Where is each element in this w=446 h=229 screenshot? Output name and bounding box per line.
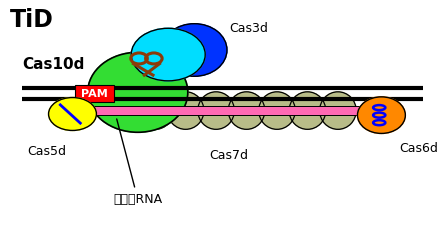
Ellipse shape <box>358 97 405 134</box>
Text: Cas7d: Cas7d <box>210 149 248 162</box>
Text: ガイドRNA: ガイドRNA <box>113 120 162 206</box>
Ellipse shape <box>162 25 227 77</box>
Text: Cas6d: Cas6d <box>399 142 438 155</box>
Ellipse shape <box>198 93 234 130</box>
Ellipse shape <box>259 93 295 130</box>
Bar <box>77 107 368 115</box>
Bar <box>74 85 114 103</box>
Ellipse shape <box>49 98 96 131</box>
Text: Cas5d: Cas5d <box>27 144 66 157</box>
Ellipse shape <box>320 93 356 130</box>
Ellipse shape <box>289 93 326 130</box>
Text: TiD: TiD <box>9 8 53 31</box>
Text: Cas10d: Cas10d <box>22 57 85 72</box>
Ellipse shape <box>107 93 143 130</box>
Ellipse shape <box>88 53 188 133</box>
Ellipse shape <box>228 93 265 130</box>
Ellipse shape <box>131 29 205 82</box>
Text: Cas3d: Cas3d <box>229 22 268 35</box>
Ellipse shape <box>167 93 204 130</box>
Ellipse shape <box>137 93 173 130</box>
Text: PAM: PAM <box>81 89 107 99</box>
